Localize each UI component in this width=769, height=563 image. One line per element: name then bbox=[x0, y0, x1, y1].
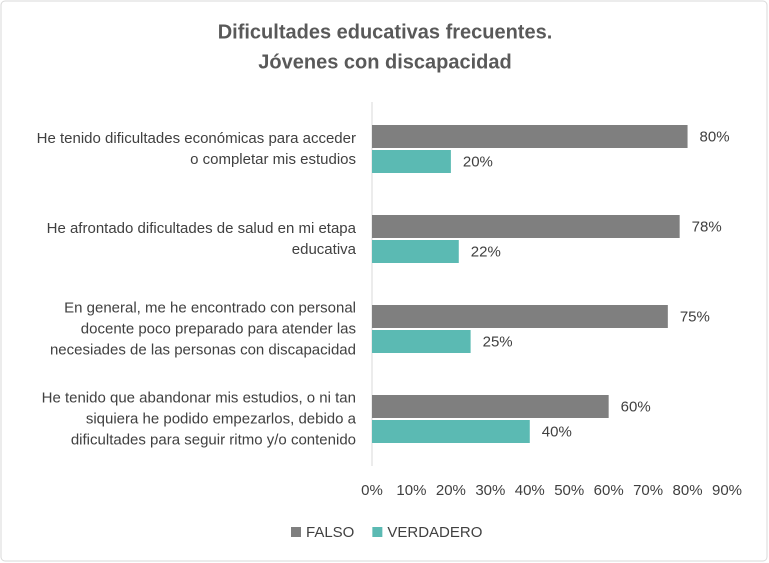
x-tick-label: 60% bbox=[594, 482, 624, 499]
legend-swatch bbox=[372, 527, 383, 537]
x-tick-label: 0% bbox=[361, 482, 383, 499]
x-tick-label: 40% bbox=[515, 482, 545, 499]
value-label: 25% bbox=[483, 333, 513, 350]
legend-label: FALSO bbox=[306, 524, 354, 541]
bar bbox=[372, 125, 688, 148]
bar bbox=[372, 240, 459, 263]
category-label: He tenido que abandonar mis estudios, o … bbox=[41, 389, 356, 449]
x-tick-label: 90% bbox=[712, 482, 742, 499]
bar bbox=[372, 215, 680, 238]
bar bbox=[372, 395, 609, 418]
bar bbox=[372, 420, 530, 443]
value-label: 40% bbox=[542, 423, 572, 440]
bar bbox=[372, 330, 471, 353]
x-tick-label: 80% bbox=[673, 482, 703, 499]
x-tick-label: 30% bbox=[475, 482, 505, 499]
category-label: En general, me he encontrado con persona… bbox=[49, 299, 356, 359]
category-label: He afrontado dificultades de salud en mi… bbox=[46, 220, 356, 258]
category-label: He tenido dificultades económicas para a… bbox=[36, 130, 356, 168]
value-label: 60% bbox=[621, 398, 651, 415]
value-label: 75% bbox=[680, 308, 710, 325]
chart-title: Jóvenes con discapacidad bbox=[258, 51, 511, 73]
bar bbox=[372, 150, 451, 173]
value-label: 20% bbox=[463, 153, 493, 170]
value-label: 80% bbox=[700, 128, 730, 145]
value-label: 78% bbox=[692, 218, 722, 235]
x-tick-label: 50% bbox=[554, 482, 584, 499]
legend-label: VERDADERO bbox=[387, 524, 482, 541]
bar bbox=[372, 305, 668, 328]
x-tick-label: 70% bbox=[633, 482, 663, 499]
chart-title: Dificultades educativas frecuentes. bbox=[218, 21, 553, 43]
value-label: 22% bbox=[471, 243, 501, 260]
legend-swatch bbox=[291, 527, 301, 537]
x-tick-label: 20% bbox=[436, 482, 466, 499]
x-tick-label: 10% bbox=[396, 482, 426, 499]
